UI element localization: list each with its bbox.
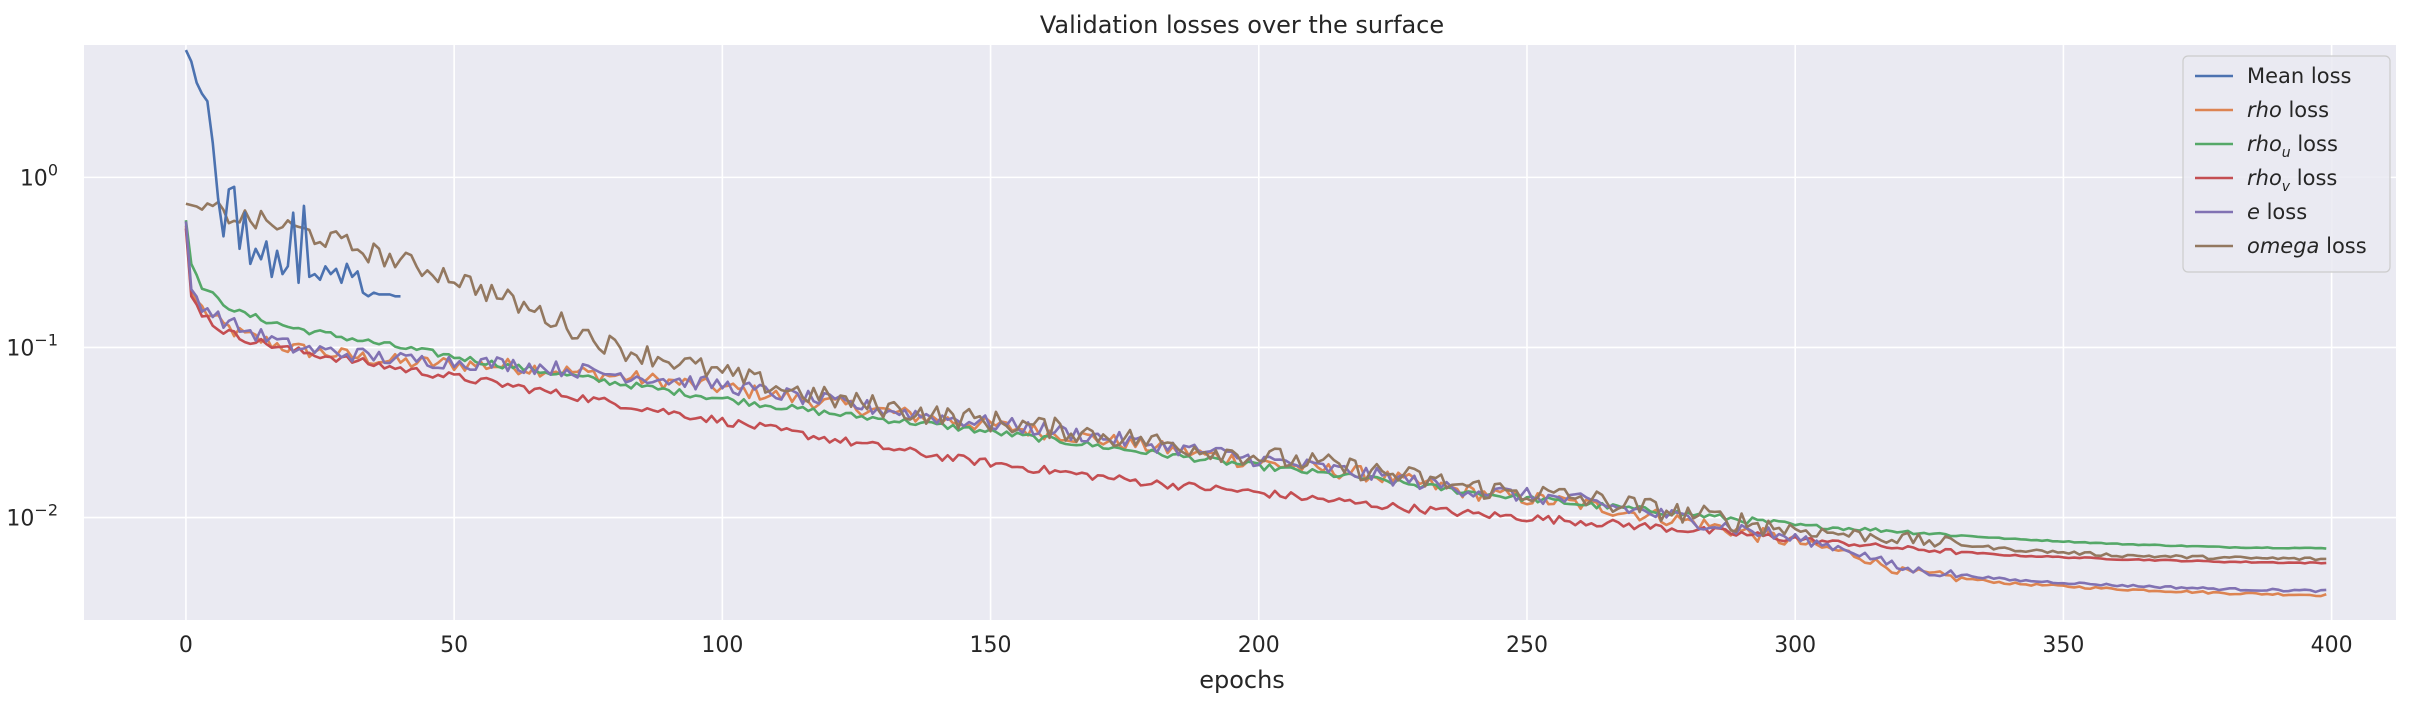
x-tick-label: 150: [970, 633, 1012, 658]
y-tick-label: 10−2: [6, 501, 58, 532]
legend-label: rhou loss: [2247, 132, 2338, 161]
series-line-4: [184, 221, 2327, 594]
legend: Mean loss rho loss rhou loss rhov loss e los…: [2182, 55, 2391, 273]
x-tick-label: 350: [2042, 633, 2084, 658]
x-axis-label: epochs: [1199, 666, 1285, 694]
y-tick-label: 100: [20, 160, 58, 191]
x-tick-labels: 0 50 100 150 200 250 300 350 400: [179, 633, 2353, 658]
legend-label: rho loss: [2247, 98, 2329, 122]
x-tick-label: 300: [1774, 633, 1816, 658]
x-tick-label: 200: [1238, 633, 1280, 658]
legend-label: e loss: [2247, 200, 2307, 224]
series-line-2: [184, 220, 2327, 550]
legend-label: Mean loss: [2247, 64, 2351, 88]
chart-title: Validation losses over the surface: [1040, 11, 1444, 39]
series-line-5: [185, 200, 2327, 562]
x-tick-label: 50: [440, 633, 468, 658]
legend-box: [2182, 55, 2391, 273]
series-line-0: [184, 49, 401, 298]
y-tick-labels: 100 10−1 10−2: [6, 160, 58, 531]
x-tick-label: 250: [1506, 633, 1548, 658]
y-tick-label: 10−1: [6, 330, 58, 361]
series-line-3: [184, 228, 2327, 565]
series-layer: [184, 49, 2327, 598]
plot-area: [84, 45, 2396, 620]
legend-label: omega loss: [2247, 234, 2367, 258]
legend-label: rhov loss: [2247, 166, 2337, 195]
grid-lines: [84, 45, 2396, 620]
x-tick-label: 400: [2311, 633, 2353, 658]
x-tick-label: 0: [179, 633, 193, 658]
x-tick-label: 100: [701, 633, 743, 658]
